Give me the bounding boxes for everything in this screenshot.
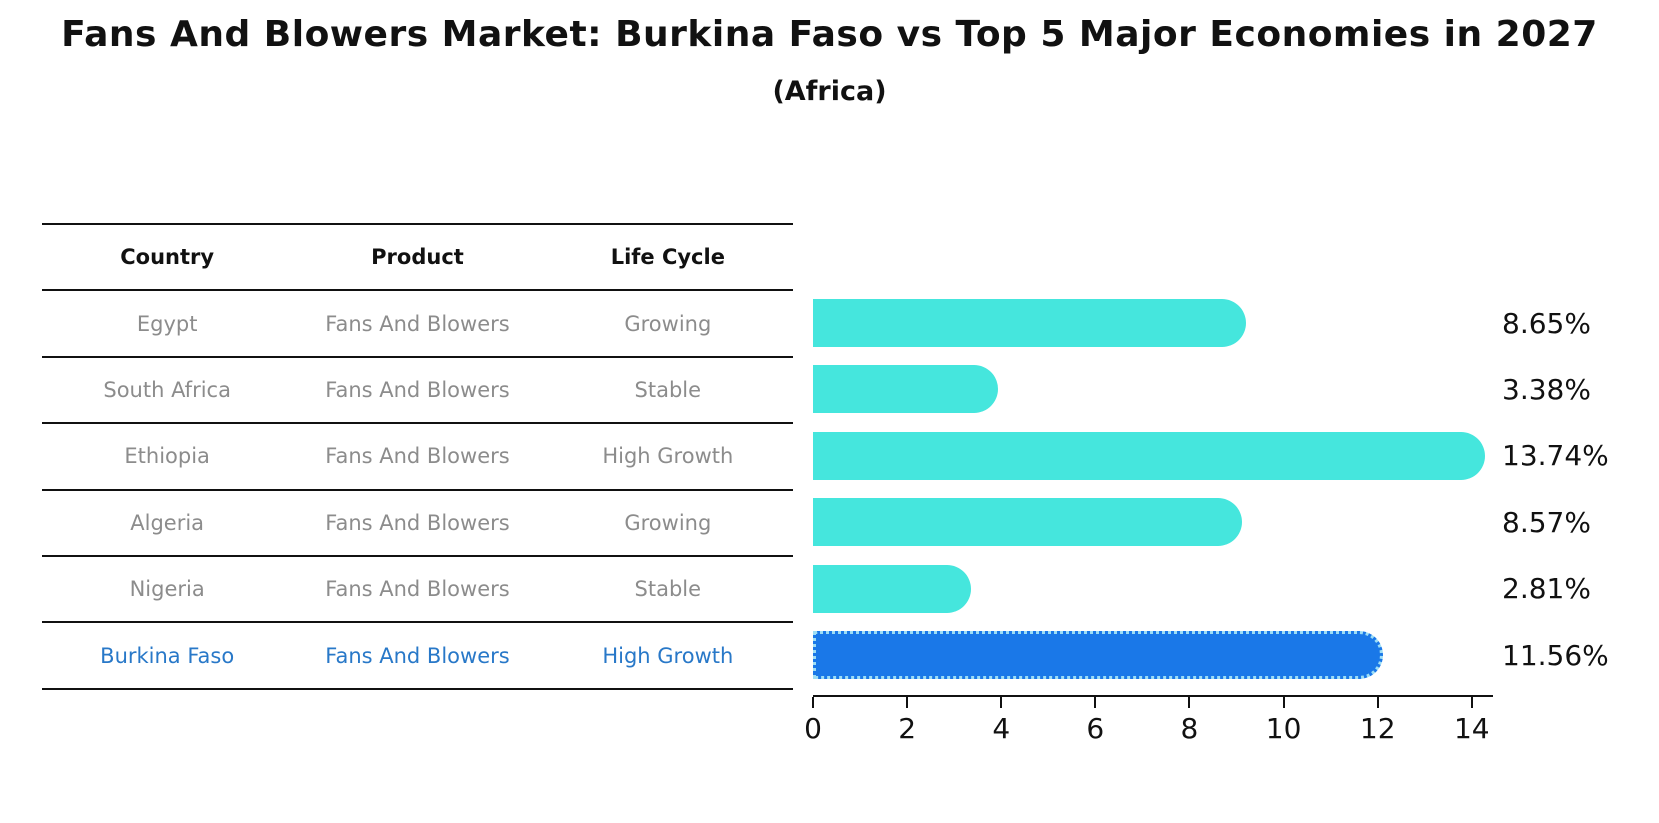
x-axis-tick-label: 6 [1086,712,1105,745]
bar-plot [813,290,1493,688]
x-axis-tick [1470,697,1473,708]
bar-value-label: 8.57% [1502,505,1591,539]
country-cell: Algeria [130,510,205,535]
column-header-country: Country [120,245,215,270]
column-header-product: Product [371,245,464,270]
value-labels: 8.65% 3.38% 13.74% 8.57% 2.81% 11.56% [1502,290,1652,688]
x-axis-tick-label: 12 [1359,712,1396,745]
life-cycle-cell: Growing [624,510,712,535]
bar [813,299,1246,347]
bar-row [813,423,1493,489]
product-cell: Fans And Blowers [325,311,510,336]
chart-title: Fans And Blowers Market: Burkina Faso vs… [61,14,1598,55]
chart-subtitle: (Africa) [772,76,887,107]
country-cell: Egypt [136,311,198,336]
x-axis-tick-label: 10 [1265,712,1302,745]
product-cell: Fans And Blowers [325,643,510,668]
life-cycle-cell: High Growth [602,643,734,668]
column-header-life-cycle: Life Cycle [610,245,725,270]
highlight-bar [813,630,1383,679]
table-body: Egypt Fans And Blowers Growing South Africa… [42,291,793,690]
bar-row [813,356,1493,422]
country-table: Country Product Life Cycle Egypt Fans And… [42,223,793,690]
life-cycle-cell: Stable [634,577,702,602]
life-cycle-cell: Stable [634,377,702,402]
country-cell: Burkina Faso [100,643,235,668]
table-row: Algeria Fans And Blowers Growing [42,491,793,557]
bar-value-label: 11.56% [1502,638,1609,672]
country-cell: Nigeria [129,577,205,602]
x-axis-tick-label: 0 [804,712,822,745]
bar-row [813,489,1493,555]
table-row: Nigeria Fans And Blowers Stable [42,557,793,624]
country-cell: South Africa [103,377,231,402]
bar-row [813,556,1493,622]
bar-value-label: 3.38% [1502,373,1591,407]
x-axis-tick [1376,697,1379,708]
bar [813,564,972,613]
table-header-row: Country Product Life Cycle [42,225,793,292]
bar [813,431,1486,480]
bar-value-label: 13.74% [1502,439,1609,473]
x-axis-tick-label: 14 [1453,712,1490,745]
x-axis-tick [1188,697,1191,708]
bar-row [813,622,1493,688]
life-cycle-cell: High Growth [602,444,734,469]
x-axis-tick [1094,697,1097,708]
x-axis-line [813,695,1493,697]
table-row: Burkina Faso Fans And Blowers High Growth [42,623,793,690]
x-axis-tick-label: 2 [898,712,917,745]
x-axis-tick [812,697,814,708]
bar [813,365,998,414]
x-axis-tick [1282,697,1285,708]
product-cell: Fans And Blowers [325,510,510,535]
product-cell: Fans And Blowers [325,444,510,469]
bar [813,498,1243,547]
product-cell: Fans And Blowers [325,577,510,602]
product-cell: Fans And Blowers [325,377,510,402]
bar-value-label: 2.81% [1502,572,1591,606]
x-axis-tick-label: 4 [992,712,1011,745]
x-axis-tick-label: 8 [1180,712,1199,745]
x-axis-tick [906,697,909,708]
country-cell: Ethiopia [124,444,210,469]
table-row: Egypt Fans And Blowers Growing [42,291,793,358]
life-cycle-cell: Growing [624,311,712,336]
x-axis-tick [1000,697,1003,708]
table-row: Ethiopia Fans And Blowers High Growth [42,424,793,491]
bar-value-label: 8.65% [1502,306,1591,340]
table-row: South Africa Fans And Blowers Stable [42,358,793,425]
bar-row [813,290,1493,356]
